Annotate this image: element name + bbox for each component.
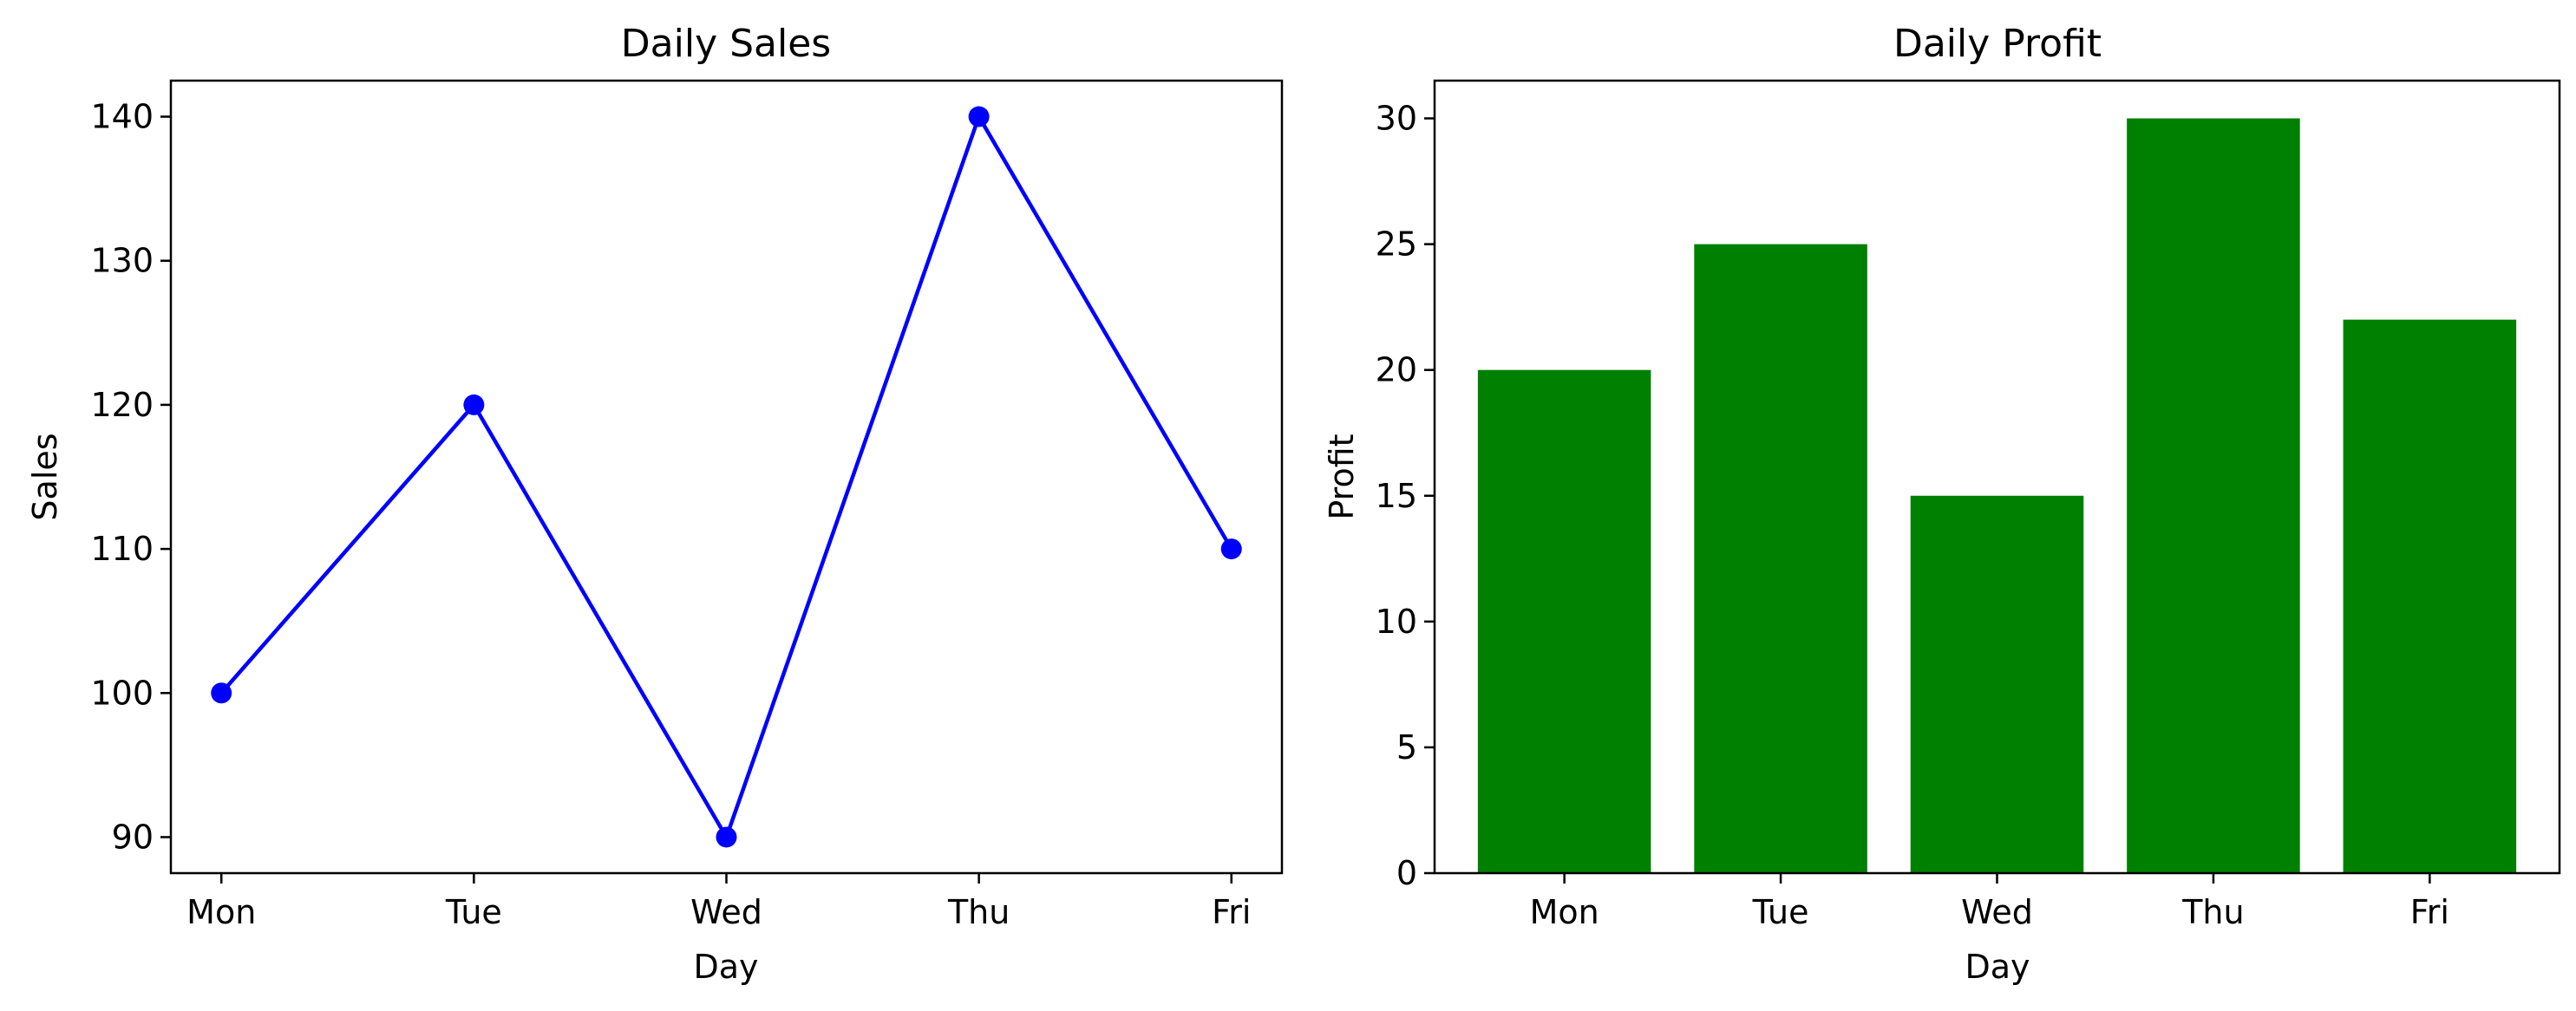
data-point [1220, 538, 1242, 560]
chart-daily-profit: Daily Profit 0 5 10 15 20 25 30 Mon Tue Wed Thu Fr… [1323, 22, 2561, 986]
bar [1910, 495, 2084, 873]
x-tick-label: Thu [2181, 893, 2244, 931]
plot-marks [1477, 118, 2517, 874]
chart-title: Daily Profit [1893, 22, 2102, 66]
x-tick-label: Mon [1530, 893, 1599, 931]
y-tick-label: 140 [90, 98, 154, 136]
bar [2343, 319, 2517, 874]
y-tick-label: 90 [112, 818, 154, 856]
x-tick-label: Wed [1961, 893, 2033, 931]
x-axis-label: Day [1965, 948, 2030, 986]
y-axis-label: Sales [26, 433, 64, 520]
data-point [211, 682, 232, 704]
data-point [463, 394, 485, 415]
y-tick-label: 0 [1396, 854, 1417, 892]
x-tick-label: Fri [1212, 893, 1251, 931]
y-tick-label: 130 [90, 242, 154, 280]
plot-marks [211, 106, 1242, 848]
bar [1477, 369, 1651, 874]
x-axis-ticks: Mon Tue Wed Thu Fri [186, 873, 1251, 931]
y-tick-label: 15 [1376, 477, 1417, 515]
data-point [716, 826, 737, 848]
y-tick-label: 100 [90, 674, 154, 712]
x-tick-label: Tue [445, 893, 502, 931]
y-tick-label: 20 [1376, 351, 1417, 389]
plot-frame [1433, 79, 2561, 875]
y-tick-label: 5 [1396, 728, 1417, 766]
x-tick-label: Wed [690, 893, 762, 931]
bar [1694, 244, 1867, 874]
x-tick-label: Mon [186, 893, 256, 931]
y-tick-label: 30 [1376, 100, 1417, 138]
y-axis-ticks: 90 100 110 120 130 140 [90, 98, 171, 856]
x-tick-label: Tue [1752, 893, 1809, 931]
x-tick-label: Thu [947, 893, 1010, 931]
x-tick-label: Fri [2410, 893, 2449, 931]
y-axis-label: Profit [1323, 434, 1361, 519]
x-axis-ticks: Mon Tue Wed Thu Fri [1530, 873, 2449, 931]
y-tick-label: 110 [90, 530, 154, 568]
bar [2127, 118, 2300, 873]
y-tick-label: 120 [90, 386, 154, 424]
chart-daily-sales: Daily Sales 90 100 110 120 130 140 Mon Tue Wed T… [26, 22, 1284, 986]
y-axis-ticks: 0 5 10 15 20 25 30 [1376, 100, 1435, 892]
y-tick-label: 25 [1376, 225, 1417, 264]
chart-title: Daily Sales [621, 22, 831, 66]
x-axis-label: Day [693, 948, 758, 986]
data-point [968, 106, 990, 127]
y-tick-label: 10 [1376, 603, 1417, 641]
plot-frame [169, 79, 1284, 875]
